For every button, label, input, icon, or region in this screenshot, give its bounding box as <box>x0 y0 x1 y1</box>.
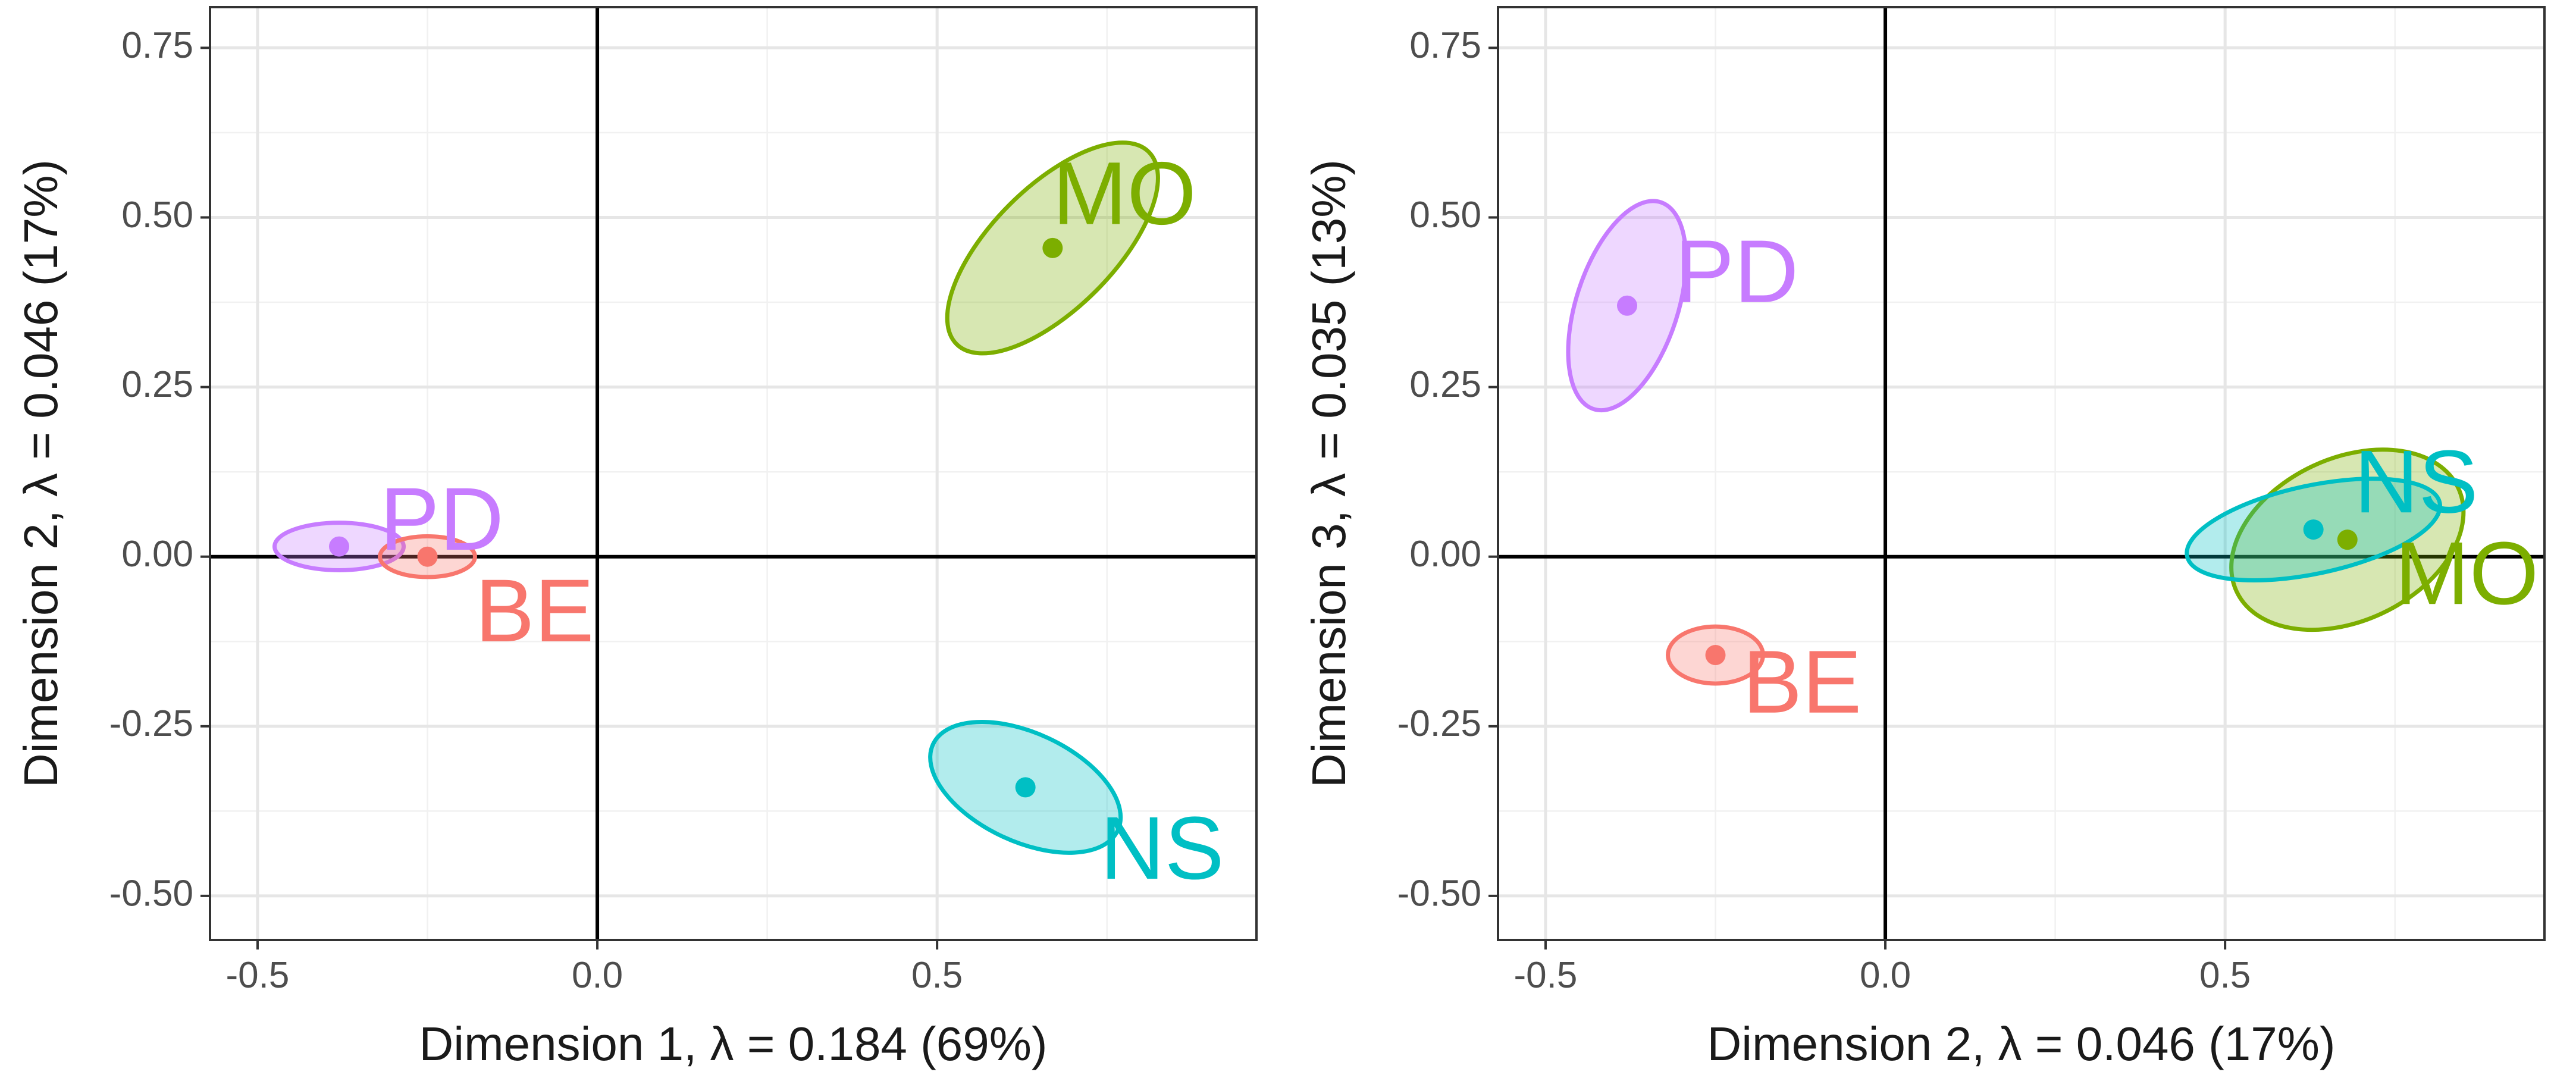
y-tick-label: 0.50 <box>121 195 193 236</box>
centroid-point-ns <box>1015 777 1036 798</box>
y-tick-label: -0.50 <box>109 873 193 914</box>
y-tick-label: -0.50 <box>1397 873 1481 914</box>
x-tick-label: 0.0 <box>1860 955 1911 996</box>
x-axis-title: Dimension 2, λ = 0.046 (17%) <box>1707 1017 2335 1070</box>
y-tick-label: 0.75 <box>1409 25 1481 66</box>
plot-background <box>1498 7 2544 940</box>
y-tick-label: 0.00 <box>121 534 193 575</box>
y-tick-label: 0.00 <box>1409 534 1481 575</box>
centroid-point-pd <box>329 536 350 557</box>
plot-frame <box>1497 6 2546 941</box>
y-tick-label: 0.50 <box>1409 195 1481 236</box>
x-tick-label: 0.0 <box>572 955 623 996</box>
group-label-pd: PD <box>380 469 504 569</box>
y-tick-label: -0.25 <box>1397 703 1481 744</box>
centroid-point-be <box>417 546 438 567</box>
x-axis-title: Dimension 1, λ = 0.184 (69%) <box>419 1017 1047 1070</box>
y-tick-label: 0.25 <box>121 364 193 405</box>
centroid-point-mo <box>2337 529 2358 550</box>
centroid-point-be <box>1705 645 1726 666</box>
group-label-pd: PD <box>1675 221 1798 321</box>
y-tick-label: 0.25 <box>1409 364 1481 405</box>
group-label-be: BE <box>1743 632 1862 732</box>
centroid-point-mo <box>1042 237 1063 258</box>
plot-background <box>210 7 1256 940</box>
y-axis-title: Dimension 3, λ = 0.035 (13%) <box>1302 159 1355 788</box>
plot-frame <box>209 6 1258 941</box>
x-tick-label: 0.5 <box>2199 955 2251 996</box>
y-axis-title: Dimension 2, λ = 0.046 (17%) <box>14 159 67 788</box>
centroid-point-pd <box>1617 295 1638 316</box>
y-tick-label: -0.25 <box>109 703 193 744</box>
group-label-mo: MO <box>1052 143 1196 243</box>
x-tick-label: 0.5 <box>911 955 963 996</box>
group-label-mo: MO <box>2395 523 2539 623</box>
y-tick-label: 0.75 <box>121 25 193 66</box>
group-label-ns: NS <box>2354 431 2478 531</box>
group-label-ns: NS <box>1100 798 1224 898</box>
group-label-be: BE <box>475 560 594 660</box>
centroid-point-ns <box>2303 519 2324 540</box>
x-tick-label: -0.5 <box>226 955 290 996</box>
x-tick-label: -0.5 <box>1514 955 1578 996</box>
